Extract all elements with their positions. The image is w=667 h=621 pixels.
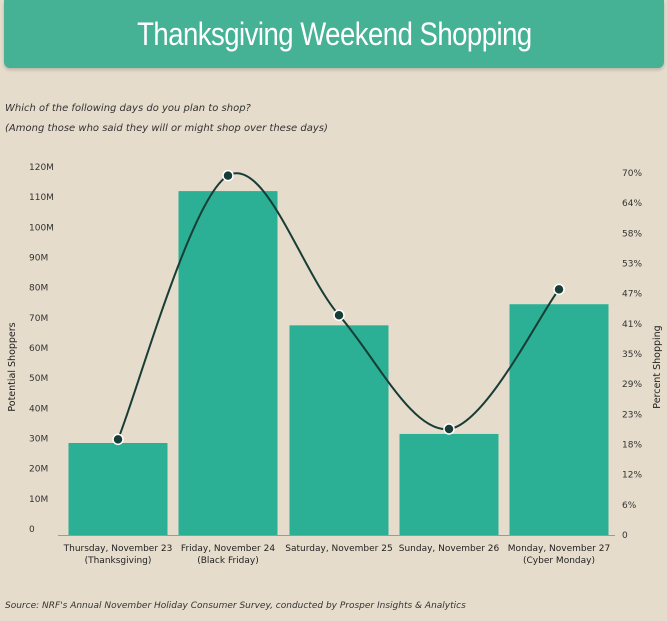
line-point [333, 309, 345, 321]
category-label: (Cyber Monday) [523, 556, 595, 566]
y-tick-label: 50M [29, 374, 48, 384]
category-label: Saturday, November 25 [285, 544, 392, 554]
y-tick-label: 30M [29, 435, 48, 445]
line-point [222, 169, 234, 182]
y2-tick-label: 0 [622, 531, 628, 541]
y-tick-label: 40M [29, 404, 48, 414]
line-point [443, 423, 455, 435]
line-point [112, 433, 124, 446]
y2-axis-title: Percent Shopping [652, 325, 663, 408]
y2-tick-label: 64% [622, 199, 642, 209]
y-tick-label: 80M [29, 284, 48, 294]
source-note: Source: NRF's Annual November Holiday Co… [5, 601, 466, 611]
question-text: Which of the following days do you plan … [5, 103, 251, 114]
title-banner: Thanksgiving Weekend Shopping [4, 0, 664, 68]
y-tick-label: 10M [29, 495, 48, 505]
y-tick-label: 120M [29, 163, 54, 173]
category-label: (Black Friday) [197, 556, 259, 566]
bar [399, 433, 499, 535]
category-label: Sunday, November 26 [399, 544, 500, 554]
y2-tick-label: 18% [622, 441, 642, 451]
bar [178, 191, 278, 535]
y2-tick-label: 70% [622, 169, 642, 179]
y2-tick-label: 29% [622, 380, 642, 390]
y-tick-label: 20M [29, 465, 48, 475]
y-tick-label: 0 [29, 525, 35, 535]
category-label: Monday, November 27 [508, 544, 610, 554]
category-label: Thursday, November 23 [63, 544, 173, 554]
y2-tick-label: 53% [622, 260, 642, 270]
y2-tick-label: 6% [622, 501, 637, 511]
y2-tick-label: 47% [622, 290, 642, 300]
question-note: (Among those who said they will or might… [5, 123, 328, 134]
y-tick-label: 70M [29, 314, 48, 324]
category-label: Friday, November 24 [181, 544, 275, 554]
y-tick-label: 100M [29, 223, 54, 233]
y2-tick-label: 58% [622, 229, 642, 239]
percent-line [117, 172, 560, 440]
line-point [553, 283, 565, 296]
y-tick-label: 60M [29, 344, 48, 354]
y2-tick-label: 41% [622, 320, 642, 330]
category-label: (Thanksgiving) [85, 556, 152, 566]
bar [509, 304, 609, 535]
y-tick-label: 90M [29, 254, 48, 264]
y2-tick-label: 12% [622, 471, 642, 481]
y2-tick-label: 23% [622, 410, 642, 420]
bar [68, 442, 168, 535]
bar [289, 325, 389, 535]
y-axis-title: Potential Shoppers [7, 322, 18, 411]
chart-title: Thanksgiving Weekend Shopping [136, 15, 532, 52]
y-tick-label: 110M [29, 193, 54, 203]
y2-tick-label: 35% [622, 350, 642, 360]
